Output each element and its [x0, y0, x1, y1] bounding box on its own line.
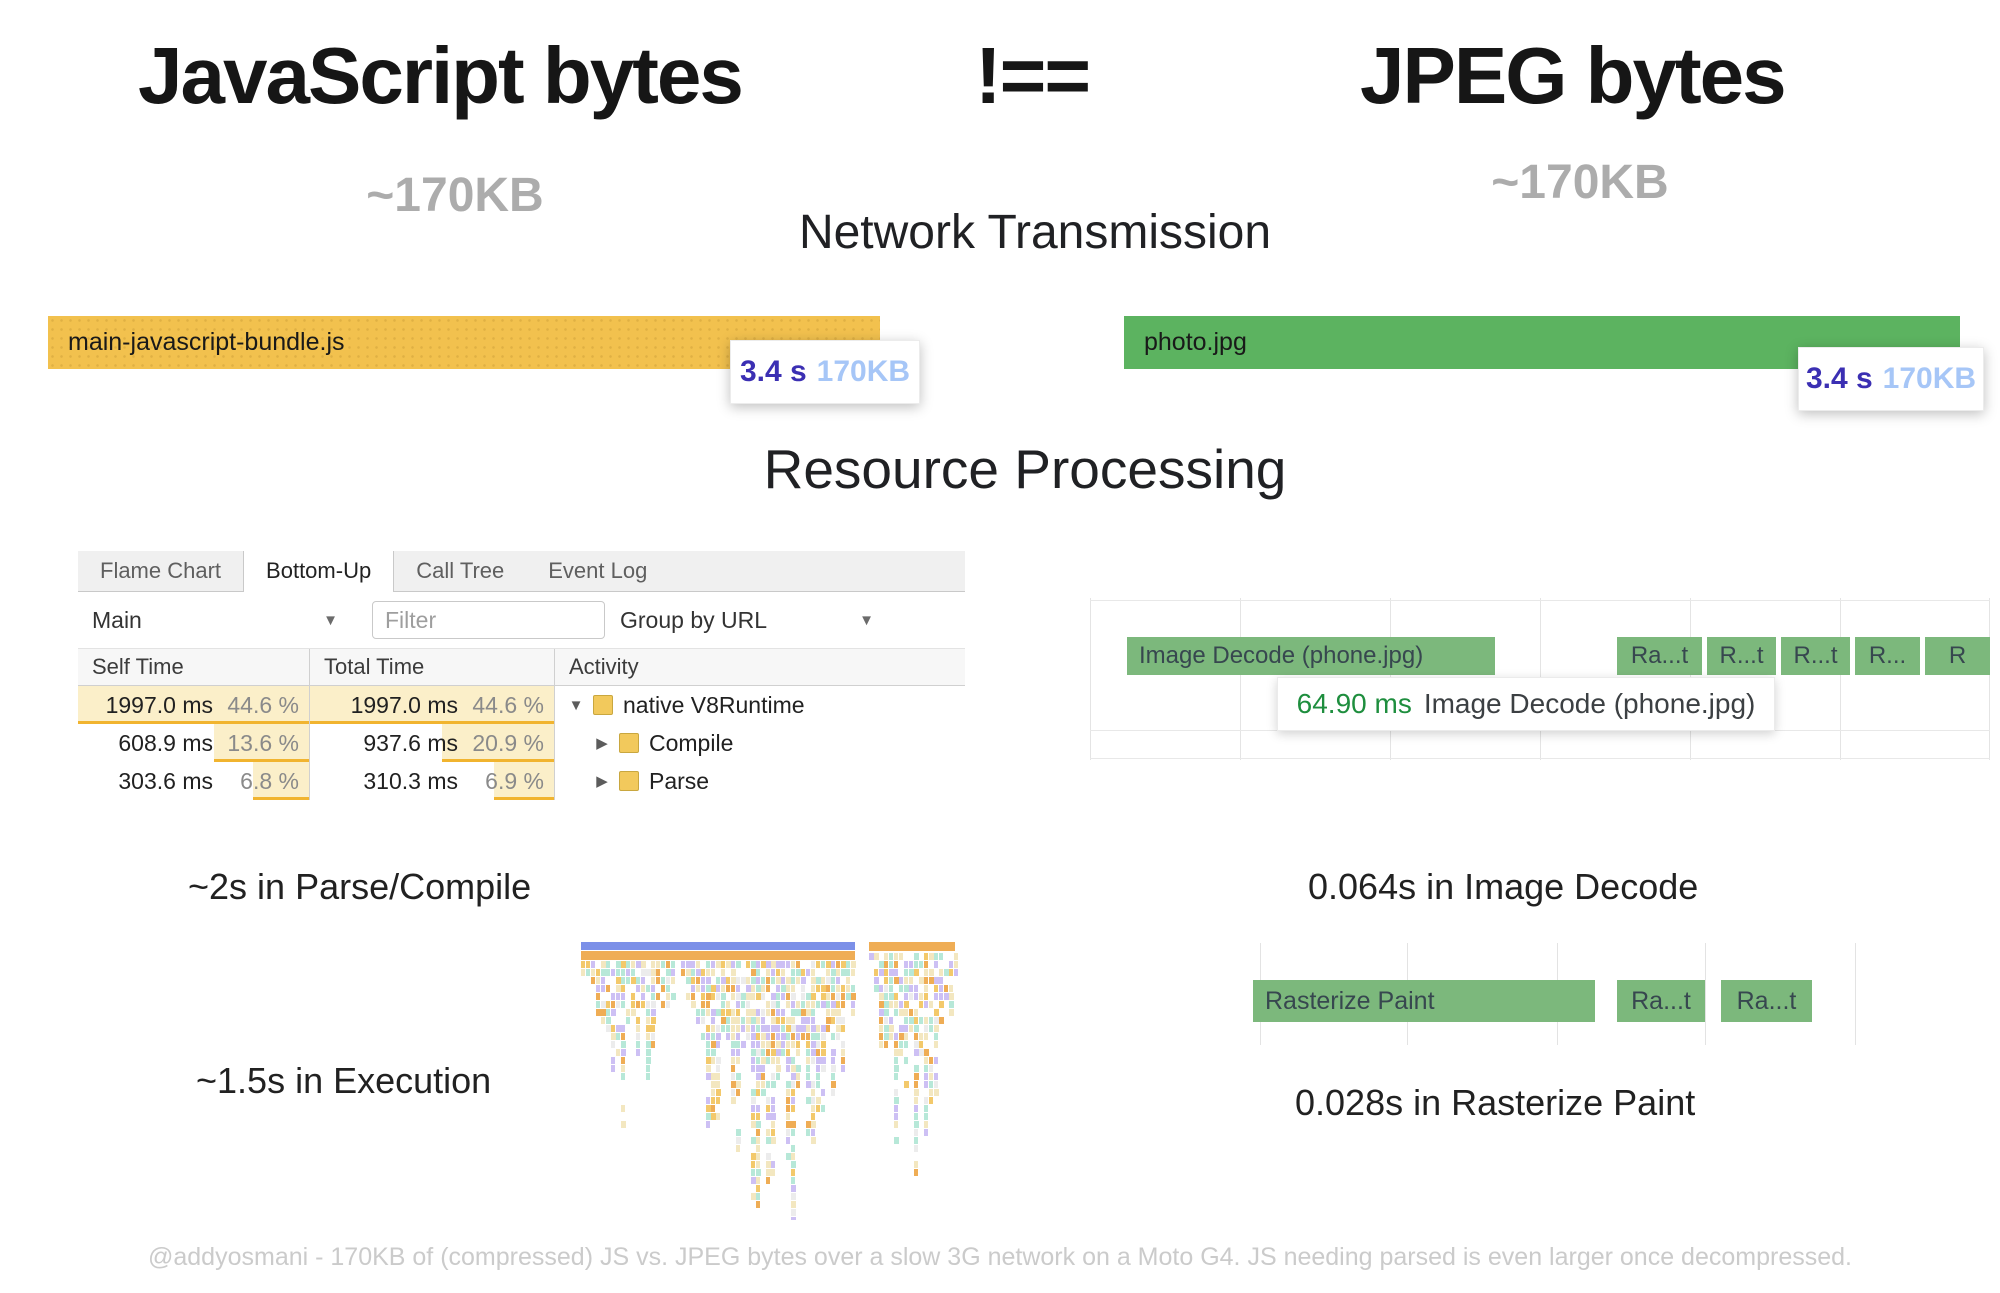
flame-chart — [563, 942, 958, 1220]
group-by-select-value: Group by URL — [620, 606, 768, 633]
gridline — [1855, 943, 1856, 1045]
rasterize-paint-track: Rasterize Paint Ra...t Ra...t — [1235, 943, 1880, 1045]
scripting-color-swatch — [593, 695, 613, 715]
group-by-select[interactable]: Group by URL ▼ — [620, 607, 882, 634]
filter-input[interactable] — [372, 601, 605, 639]
title-javascript-bytes: JavaScript bytes — [138, 31, 744, 120]
image-decode-bar: Image Decode (phone.jpg) — [1127, 637, 1495, 675]
rasterize-paint-caption: 0.028s in Rasterize Paint — [1295, 1082, 1696, 1123]
rasterize-chip: Ra...t — [1617, 637, 1702, 675]
gridline — [1705, 943, 1706, 1045]
gridline — [1090, 758, 1990, 759]
activity-label: native V8Runtime — [623, 691, 805, 718]
rasterize-chip: R...t — [1707, 637, 1776, 675]
image-decode-tooltip: 64.90 ms Image Decode (phone.jpg) — [1277, 677, 1775, 731]
jpeg-network-tooltip: 3.4 s 170KB — [1798, 347, 1984, 411]
jpeg-tooltip-size: 170KB — [1882, 362, 1977, 395]
self-time-percent: 44.6 % — [227, 691, 299, 718]
self-time-bar — [78, 686, 309, 724]
rasterize-chip: Ra...t — [1721, 980, 1812, 1022]
total-time-value: 310.3 ms — [363, 767, 458, 794]
activity-label: Parse — [649, 767, 710, 794]
tab-call-tree[interactable]: Call Tree — [416, 558, 505, 583]
js-size-label: ~170KB — [366, 169, 544, 222]
self-time-percent: 13.6 % — [227, 729, 299, 756]
image-decode-track: Image Decode (phone.jpg) Ra...t R...t R.… — [1090, 598, 1990, 760]
scripting-color-swatch — [619, 733, 639, 753]
gridline — [1090, 598, 1091, 760]
gridline — [1989, 598, 1990, 760]
jpeg-tooltip-time: 3.4 s — [1805, 362, 1873, 395]
title-not-equal: !== — [974, 31, 1091, 120]
gridline — [1240, 598, 1241, 760]
total-time-bar — [442, 724, 554, 762]
table-row[interactable]: 303.6 ms 6.8 % 310.3 ms 6.9 % ▶ Parse — [78, 762, 965, 800]
rasterize-paint-bar: Rasterize Paint — [1253, 980, 1595, 1022]
table-row[interactable]: 1997.0 ms 44.6 % 1997.0 ms 44.6 % ▼ nati… — [78, 686, 965, 724]
devtools-tab-bar: Flame Chart Bottom-Up Call Tree Event Lo… — [78, 551, 965, 592]
tab-flame-chart[interactable]: Flame Chart — [100, 558, 222, 583]
network-transmission-heading: Network Transmission — [798, 206, 1272, 259]
expander-open-icon[interactable]: ▼ — [568, 696, 584, 714]
gridline — [1090, 600, 1990, 601]
decode-tooltip-time: 64.90 ms — [1296, 688, 1412, 719]
self-time-percent: 6.8 % — [240, 767, 299, 794]
chevron-down-icon: ▼ — [859, 611, 874, 629]
column-total-time[interactable]: Total Time — [310, 649, 555, 685]
rasterize-chip: R — [1925, 637, 1990, 675]
js-network-tooltip: 3.4 s 170KB — [730, 340, 920, 404]
total-time-bar — [494, 762, 554, 800]
devtools-toolbar: Main ▼ Group by URL ▼ — [78, 592, 965, 649]
jpeg-size-label: ~170KB — [1491, 156, 1669, 209]
execution-caption: ~1.5s in Execution — [196, 1060, 492, 1101]
total-time-value: 937.6 ms — [363, 729, 458, 756]
thread-select-value: Main — [92, 606, 142, 633]
table-row[interactable]: 608.9 ms 13.6 % 937.6 ms 20.9 % ▶ Compil… — [78, 724, 965, 762]
thread-select[interactable]: Main ▼ — [78, 607, 350, 634]
total-time-percent: 44.6 % — [472, 691, 544, 718]
title-jpeg-bytes: JPEG bytes — [1360, 31, 1787, 120]
decode-tooltip-label: Image Decode (phone.jpg) — [1423, 688, 1756, 719]
devtools-panel: Flame Chart Bottom-Up Call Tree Event Lo… — [78, 551, 965, 800]
self-time-value: 303.6 ms — [118, 767, 213, 794]
self-time-bar — [253, 762, 309, 800]
self-time-value: 608.9 ms — [118, 729, 213, 756]
total-time-bar — [310, 686, 554, 724]
rasterize-chip: Ra...t — [1617, 980, 1705, 1022]
gridline — [1840, 598, 1841, 760]
tab-event-log[interactable]: Event Log — [548, 558, 648, 583]
chevron-down-icon: ▼ — [323, 611, 338, 629]
self-time-bar — [214, 724, 309, 762]
tab-bottom-up[interactable]: Bottom-Up — [243, 551, 395, 592]
js-tooltip-size: 170KB — [816, 355, 911, 388]
rasterize-chip: R... — [1855, 637, 1920, 675]
activity-label: Compile — [649, 729, 734, 756]
expander-closed-icon[interactable]: ▶ — [596, 773, 608, 790]
image-decode-caption: 0.064s in Image Decode — [1308, 866, 1699, 907]
total-time-percent: 6.9 % — [485, 767, 544, 794]
expander-closed-icon[interactable]: ▶ — [596, 735, 608, 752]
column-self-time[interactable]: Self Time — [78, 649, 310, 685]
parse-compile-caption: ~2s in Parse/Compile — [188, 866, 532, 907]
scripting-color-swatch — [619, 771, 639, 791]
rasterize-chip: R...t — [1781, 637, 1850, 675]
footer-credit: @addyosmani - 170KB of (compressed) JS v… — [148, 1243, 1852, 1271]
total-time-percent: 20.9 % — [472, 729, 544, 756]
self-time-value: 1997.0 ms — [105, 691, 213, 718]
resource-processing-heading: Resource Processing — [763, 438, 1287, 500]
table-header: Self Time Total Time Activity — [78, 649, 965, 686]
js-tooltip-time: 3.4 s — [739, 355, 807, 388]
column-activity[interactable]: Activity — [569, 654, 639, 679]
total-time-value: 1997.0 ms — [350, 691, 458, 718]
